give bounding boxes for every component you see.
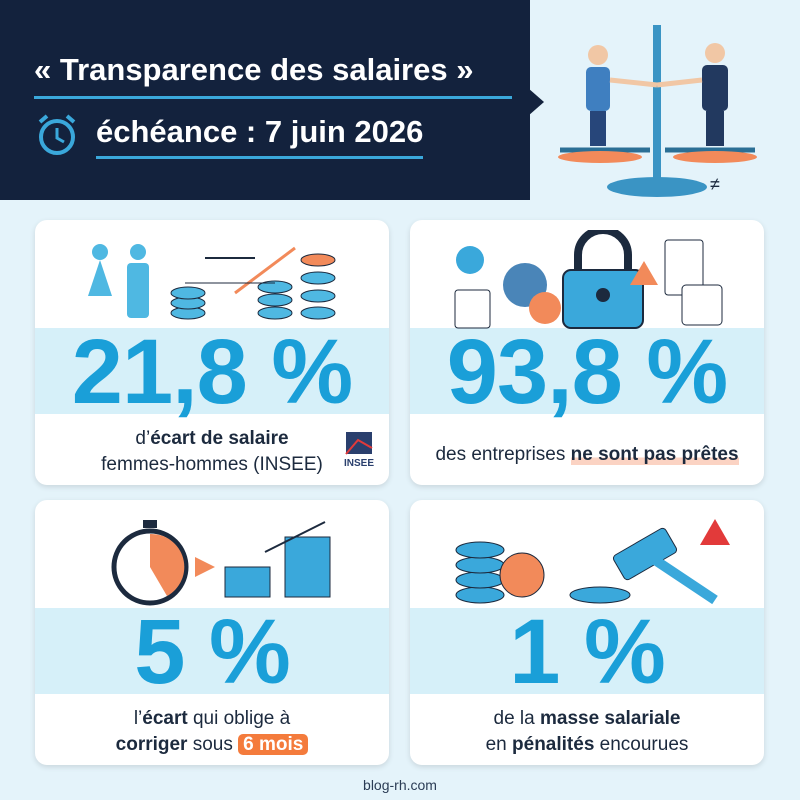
caption-line: femmes-hommes (INSEE) (35, 452, 389, 478)
caption-text: en (485, 734, 513, 755)
footer: blog-rh.com (363, 777, 437, 793)
stat-band (410, 328, 764, 414)
insee-logo: INSEE (344, 432, 374, 469)
caption-line: des entreprises ne sont pas prêtes (410, 442, 764, 468)
caption-text: corriger (115, 734, 188, 755)
caption-line: en pénalités encourues (410, 732, 764, 758)
header: « Transparence des salaires » échéance :… (0, 0, 530, 200)
stat-value: 5 % (134, 601, 291, 703)
caption-text: écart de salaire (150, 428, 289, 449)
lock-icon (454, 230, 723, 329)
caption-line: corriger sous 6 mois (35, 732, 389, 758)
caption-line: l’écart qui oblige à (35, 706, 389, 732)
svg-text:≠: ≠ (710, 174, 720, 194)
header-pointer (528, 88, 544, 116)
timer-icon (111, 520, 331, 606)
scale-illustration: ≠ (558, 25, 757, 197)
gavel-icon (455, 519, 730, 605)
caption-text: qui oblige à (187, 708, 291, 729)
caption-text: de la (493, 708, 540, 729)
deadline: échéance : 7 juin 2026 (96, 114, 424, 159)
stat-card: 93,8 % des entreprises ne sont pas prête… (410, 220, 764, 485)
stat-band (35, 608, 389, 694)
stat-band (410, 608, 764, 694)
stat-card: 21,8 % d’écart de salaire femmes-hommes (… (35, 220, 389, 485)
caption-line: de la masse salariale (410, 706, 764, 732)
caption: l’écart qui oblige à corriger sous 6 mois (35, 706, 389, 758)
caption-text: d’ (135, 428, 151, 449)
stat-value: 93,8 % (446, 321, 728, 423)
clock-icon (38, 114, 76, 155)
caption-text: des entreprises (435, 444, 571, 465)
stat-card: 1 % de la masse salariale en pénalités en… (410, 500, 764, 765)
caption-text: femmes-hommes (INSEE) (101, 454, 323, 475)
logo-text: INSEE (344, 458, 374, 469)
caption-text: écart (142, 708, 188, 729)
stat-band (35, 328, 389, 414)
caption-text: pénalités (512, 734, 595, 755)
caption-text: 6 mois (238, 734, 309, 755)
caption: d’écart de salaire femmes-hommes (INSEE) (35, 426, 389, 478)
caption-text: masse salariale (539, 708, 681, 729)
caption-text: encourues (594, 734, 689, 755)
title: « Transparence des salaires » (34, 52, 474, 87)
caption-line: d’écart de salaire (35, 426, 389, 452)
caption: des entreprises ne sont pas prêtes (410, 442, 764, 468)
caption: de la masse salariale en pénalités encour… (410, 706, 764, 758)
caption-text: l’ (133, 708, 143, 729)
stat-card: 5 % l’écart qui oblige à corriger sous 6 … (35, 500, 389, 765)
caption-text: ne sont pas prêtes (570, 444, 739, 465)
stat-value: 1 % (509, 601, 666, 703)
gap-icon (88, 244, 336, 320)
caption-text: sous (187, 734, 239, 755)
stat-value: 21,8 % (71, 321, 353, 423)
divider (34, 96, 512, 99)
